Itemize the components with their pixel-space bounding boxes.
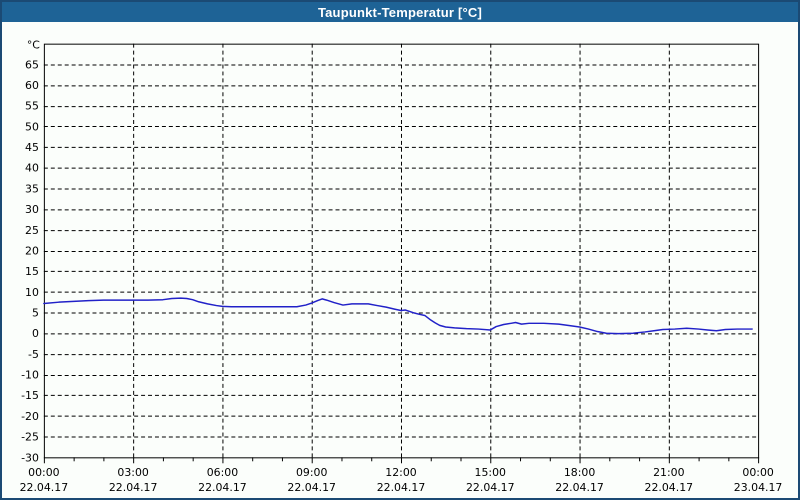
y-axis-label: 20 bbox=[25, 244, 39, 257]
x-axis-time-label: 12:00 bbox=[385, 466, 416, 479]
x-axis-time-label: 09:00 bbox=[296, 466, 327, 479]
x-axis-time-label: 21:00 bbox=[653, 466, 684, 479]
x-axis-time-label: 18:00 bbox=[564, 466, 595, 479]
y-axis-label: -15 bbox=[21, 389, 39, 402]
x-axis-date-label: 22.04.17 bbox=[287, 481, 336, 494]
x-axis-time-label: 00:00 bbox=[28, 466, 59, 479]
x-axis-date-label: 23.04.17 bbox=[734, 481, 783, 494]
y-axis-unit-label: °C bbox=[27, 39, 40, 52]
window-title: Taupunkt-Temperatur [°C] bbox=[317, 4, 483, 20]
y-axis-label: -20 bbox=[21, 410, 39, 423]
x-axis-time-label: 03:00 bbox=[117, 466, 148, 479]
y-axis-label: -10 bbox=[21, 369, 39, 382]
y-axis-label: 65 bbox=[25, 58, 39, 71]
y-axis-label: 55 bbox=[25, 100, 39, 113]
y-axis-label: 50 bbox=[25, 120, 39, 133]
x-axis-date-label: 22.04.17 bbox=[20, 481, 69, 494]
y-axis-label: -30 bbox=[21, 451, 39, 464]
y-axis-label: -25 bbox=[21, 431, 39, 444]
x-axis-date-label: 22.04.17 bbox=[466, 481, 515, 494]
x-axis-time-label: 15:00 bbox=[475, 466, 506, 479]
y-axis-label: 25 bbox=[25, 224, 39, 237]
x-axis-date-label: 22.04.17 bbox=[109, 481, 158, 494]
x-axis-date-label: 22.04.17 bbox=[645, 481, 694, 494]
y-axis-label: 5 bbox=[32, 307, 39, 320]
y-axis-label: 0 bbox=[32, 327, 39, 340]
x-axis-time-label: 06:00 bbox=[207, 466, 238, 479]
y-axis-label: 45 bbox=[25, 141, 39, 154]
y-axis-label: 40 bbox=[25, 162, 39, 175]
temperature-line bbox=[43, 297, 753, 335]
y-axis-label: 10 bbox=[25, 286, 39, 299]
y-axis-label: 60 bbox=[25, 79, 39, 92]
y-axis-label: 15 bbox=[25, 265, 39, 278]
y-axis-label: 35 bbox=[25, 182, 39, 195]
window-titlebar: Taupunkt-Temperatur [°C] bbox=[2, 2, 798, 22]
x-axis-date-label: 22.04.17 bbox=[198, 481, 247, 494]
y-axis-label: -5 bbox=[28, 348, 39, 361]
y-axis-label: 30 bbox=[25, 203, 39, 216]
x-axis-time-label: 00:00 bbox=[742, 466, 773, 479]
x-axis-date-label: 22.04.17 bbox=[377, 481, 426, 494]
x-axis-date-label: 22.04.17 bbox=[555, 481, 604, 494]
